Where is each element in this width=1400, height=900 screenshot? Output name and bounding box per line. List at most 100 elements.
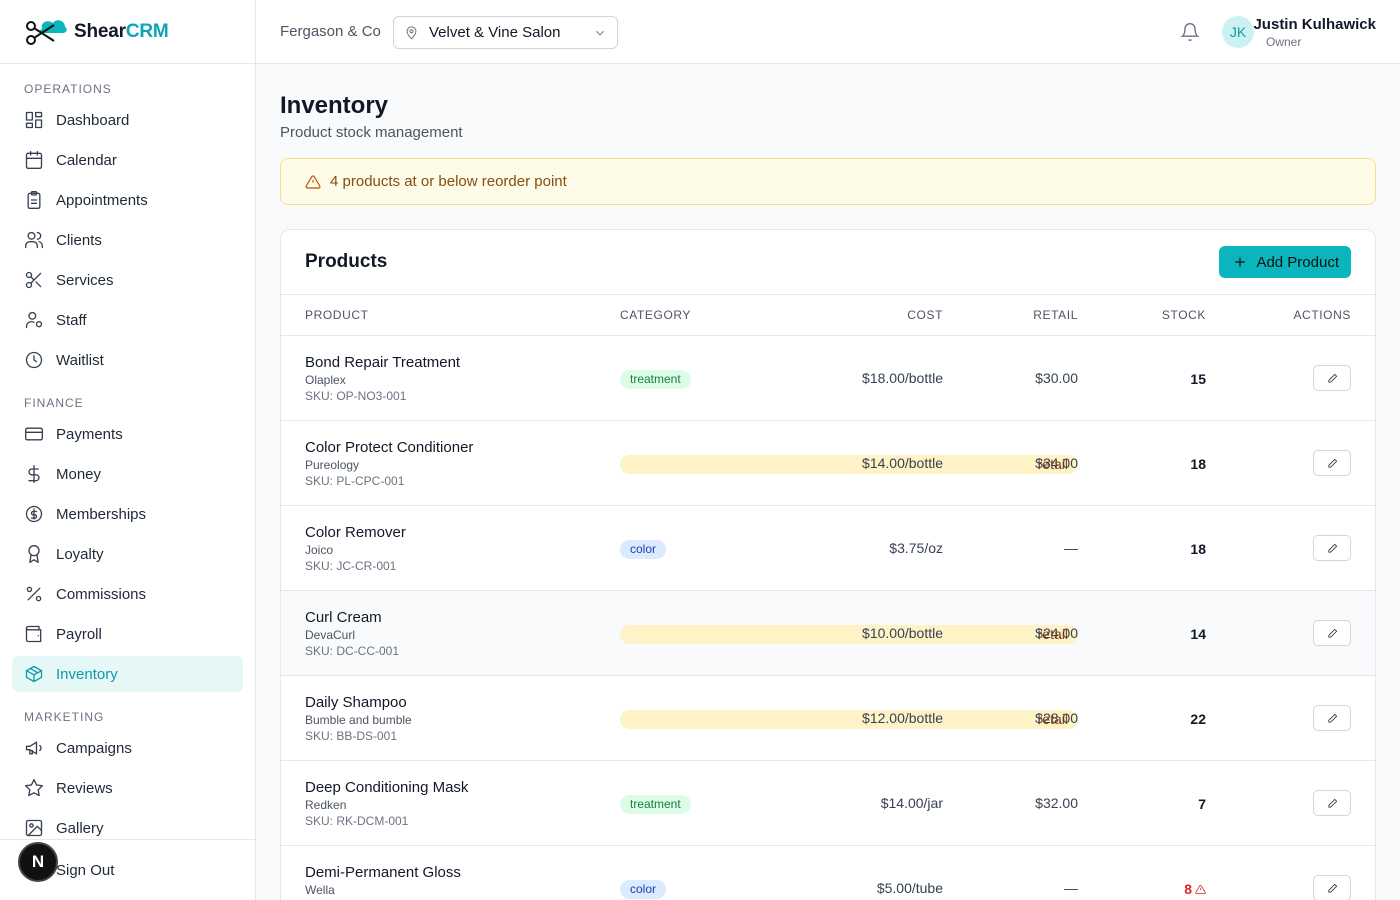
table-row[interactable]: Color Protect Conditioner Pureology SKU: P…	[281, 421, 1375, 506]
product-stock: 14	[1190, 626, 1206, 642]
sidebar-item-label: Payroll	[56, 625, 102, 643]
sidebar-item-waitlist[interactable]: Waitlist	[12, 342, 243, 378]
sidebar-item-payroll[interactable]: Payroll	[12, 616, 243, 652]
products-card-header: Products Add Product	[281, 230, 1375, 295]
product-retail: $30.00	[1035, 370, 1078, 386]
dashboard-icon	[25, 111, 43, 129]
product-cost: $10.00/bottle	[862, 625, 943, 641]
category-badge: retail	[620, 625, 1078, 644]
table-row[interactable]: Demi-Permanent Gloss Wella color $5.00/tube…	[281, 846, 1375, 900]
sidebar-item-calendar[interactable]: Calendar	[12, 142, 243, 178]
edit-button[interactable]	[1313, 535, 1351, 561]
category-badge: retail	[620, 455, 1078, 474]
scissors-icon	[25, 271, 42, 289]
edit-button[interactable]	[1313, 705, 1351, 731]
sidebar-item-money[interactable]: Money	[12, 456, 243, 492]
product-name: Demi-Permanent Gloss	[305, 864, 461, 881]
pencil-icon	[1327, 458, 1337, 468]
stock-value: 7	[1198, 796, 1206, 812]
table-row[interactable]: Curl Cream DevaCurl SKU: DC-CC-001 retail $1…	[281, 591, 1375, 676]
sidebar-item-label: Loyalty	[56, 545, 104, 563]
edit-button[interactable]	[1313, 365, 1351, 391]
product-sku: SKU: OP-NO3-001	[305, 389, 407, 403]
sidebar-item-services[interactable]: Services	[12, 262, 243, 298]
user-cog-icon	[25, 311, 43, 329]
table-row[interactable]: Deep Conditioning Mask Redken SKU: RK-DCM-…	[281, 761, 1375, 846]
sidebar-item-label: Staff	[56, 311, 87, 329]
sidebar: ShearCRM OPERATIONS Dashboard Calendar A…	[0, 0, 256, 900]
sidebar-item-dashboard[interactable]: Dashboard	[12, 102, 243, 138]
edit-button[interactable]	[1313, 620, 1351, 646]
product-name: Deep Conditioning Mask	[305, 779, 469, 796]
sidebar-item-label: Clients	[56, 231, 102, 249]
sidebar-item-label: Gallery	[56, 819, 104, 837]
sidebar-item-memberships[interactable]: Memberships	[12, 496, 243, 532]
product-name: Color Protect Conditioner	[305, 439, 474, 456]
user-role: Owner	[1266, 35, 1302, 49]
brand[interactable]: ShearCRM	[0, 0, 255, 64]
category-badge: color	[620, 880, 667, 899]
edit-button[interactable]	[1313, 450, 1351, 476]
award-icon	[28, 545, 40, 563]
image-icon	[25, 819, 43, 837]
product-sku: SKU: PL-CPC-001	[305, 474, 405, 488]
pencil-icon	[1327, 713, 1337, 723]
avatar[interactable]: JK	[1222, 16, 1254, 48]
product-name: Bond Repair Treatment	[305, 354, 461, 371]
edit-button[interactable]	[1313, 875, 1351, 900]
product-stock: 18	[1190, 456, 1206, 472]
location-value: Velvet & Vine Salon	[429, 24, 561, 41]
sidebar-item-staff[interactable]: Staff	[12, 302, 243, 338]
product-cost: $14.00/bottle	[862, 455, 943, 471]
sidebar-item-label: Inventory	[56, 665, 118, 683]
product-retail: $34.00	[1035, 455, 1078, 471]
location-select[interactable]: Velvet & Vine Salon	[393, 16, 618, 49]
sidebar-item-reviews[interactable]: Reviews	[12, 770, 243, 806]
product-brand: Pureology	[305, 458, 360, 472]
users-icon	[25, 231, 43, 249]
org-name: Fergason & Co	[280, 23, 381, 40]
table-row[interactable]: Daily Shampoo Bumble and bumble SKU: BB-DS…	[281, 676, 1375, 761]
dev-tools-badge[interactable]: N	[18, 842, 58, 882]
dollar-icon	[28, 465, 40, 483]
stock-value: 22	[1190, 711, 1206, 727]
sidebar-item-label: Memberships	[56, 505, 147, 523]
sidebar-item-clients[interactable]: Clients	[12, 222, 243, 258]
sidebar-item-campaigns[interactable]: Campaigns	[12, 730, 243, 766]
sidebar-item-loyalty[interactable]: Loyalty	[12, 536, 243, 572]
credit-card-icon	[25, 427, 43, 441]
main-content: Inventory Product stock management 4 pro…	[280, 64, 1376, 900]
add-product-label: Add Product	[1256, 253, 1339, 271]
section-label-finance: FINANCE	[24, 396, 84, 410]
sidebar-item-commissions[interactable]: Commissions	[12, 576, 243, 612]
col-cost: COST	[907, 308, 943, 322]
product-name: Color Remover	[305, 524, 406, 541]
low-stock-warning-icon	[1195, 884, 1206, 895]
product-name: Curl Cream	[305, 609, 382, 626]
clock-icon	[25, 351, 43, 369]
product-cost: $14.00/jar	[880, 795, 943, 811]
sidebar-item-appointments[interactable]: Appointments	[12, 182, 243, 218]
sidebar-item-label: Waitlist	[56, 351, 104, 369]
bell-icon[interactable]	[1180, 22, 1200, 42]
topbar: Fergason & Co Velvet & Vine Salon JK Jus…	[256, 0, 1400, 64]
product-stock: 22	[1190, 711, 1206, 727]
stock-value: 8	[1184, 881, 1192, 897]
add-product-button[interactable]: Add Product	[1219, 246, 1351, 278]
sidebar-item-gallery[interactable]: Gallery	[12, 810, 243, 846]
sidebar-item-inventory[interactable]: Inventory	[12, 656, 243, 692]
sidebar-item-label: Dashboard	[56, 111, 130, 129]
product-brand: Redken	[305, 798, 347, 812]
pencil-icon	[1327, 883, 1337, 893]
package-icon	[25, 665, 43, 683]
table-row[interactable]: Bond Repair Treatment Olaplex SKU: OP-NO3-…	[281, 336, 1375, 421]
product-retail: $28.00	[1035, 710, 1078, 726]
sidebar-item-payments[interactable]: Payments	[12, 416, 243, 452]
table-row[interactable]: Color Remover Joico SKU: JC-CR-001 color $3.…	[281, 506, 1375, 591]
stock-value: 18	[1190, 541, 1206, 557]
section-label-marketing: MARKETING	[24, 710, 105, 724]
chevron-down-icon	[596, 30, 604, 36]
pencil-icon	[1327, 543, 1337, 553]
product-retail: $32.00	[1035, 795, 1078, 811]
edit-button[interactable]	[1313, 790, 1351, 816]
